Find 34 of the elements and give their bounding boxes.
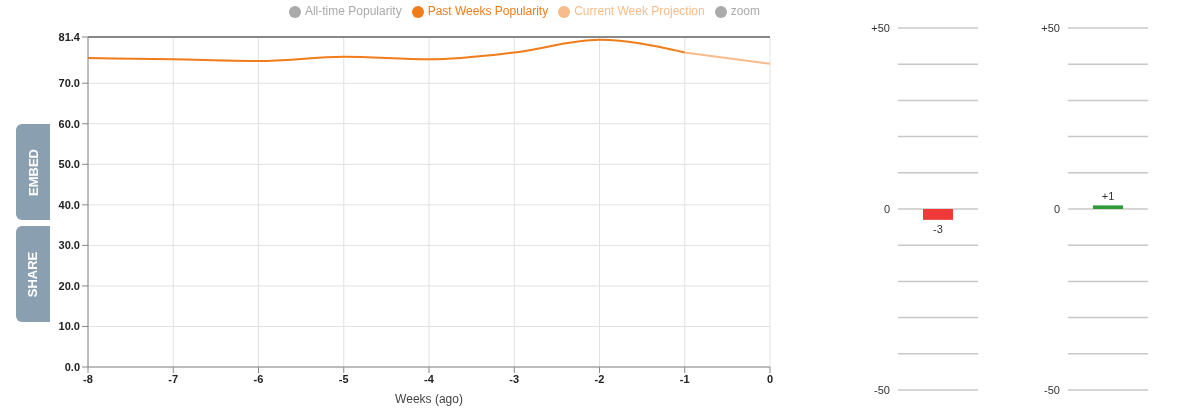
side-tab: SHARE [16, 226, 50, 322]
y-tick-label: -50 [874, 383, 890, 396]
x-tick-label: -3 [509, 372, 520, 385]
y-tick-label: +50 [871, 21, 890, 34]
y-tick-label: 60.0 [58, 117, 80, 130]
y-tick-label: 50.0 [58, 158, 80, 171]
x-tick-label: -5 [338, 372, 349, 385]
x-tick-label: -2 [594, 372, 605, 385]
line-series [88, 38, 686, 62]
x-tick-label: -8 [83, 372, 93, 385]
y-tick-label: 10.0 [58, 320, 80, 333]
x-axis-title: Weeks (ago) [395, 392, 463, 406]
y-tick-label: +50 [1041, 21, 1060, 34]
x-tick-label: -1 [679, 372, 690, 385]
legend-label: All-time Popularity [304, 4, 402, 18]
data-label: -3 [933, 222, 943, 235]
legend-label: Current Week Projection [574, 4, 705, 18]
legend-label: Past Weeks Popularity [427, 4, 549, 18]
x-tick-label: -6 [253, 372, 264, 385]
y-tick-label: 81.4 [58, 30, 81, 43]
y-tick-label: 0 [1053, 202, 1060, 215]
y-tick-label: 0.0 [64, 360, 80, 373]
y-tick-label: 40.0 [58, 198, 80, 211]
x-tick-label: 0 [766, 372, 774, 385]
x-tick-label: -4 [424, 372, 435, 385]
legend-label: zoom [730, 4, 760, 18]
data-label: +1 [1101, 190, 1115, 203]
x-tick-label: -7 [168, 372, 179, 385]
y-tick-label: 30.0 [58, 239, 80, 252]
y-tick-label: 70.0 [58, 77, 80, 90]
y-tick-label: 20.0 [58, 279, 80, 292]
side-tab: EMBED [16, 124, 50, 220]
y-tick-label: 0 [883, 202, 890, 215]
y-tick-label: -50 [1044, 383, 1060, 396]
